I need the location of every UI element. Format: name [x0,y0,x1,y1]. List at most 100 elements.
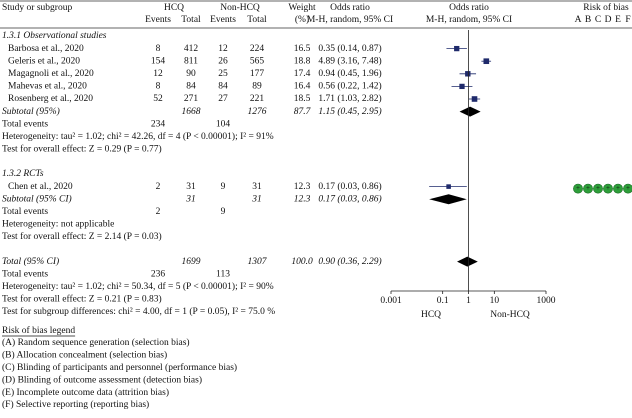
subtotal-label: Subtotal (95%) [2,106,60,117]
header: Events [145,15,171,25]
cell: 84 [186,82,196,92]
study-name: Mahevas et al., 2020 [8,82,87,92]
cell: 177 [250,69,265,79]
study-marker [483,58,490,65]
cell: 27 [218,94,228,104]
cell: 154 [151,56,166,66]
rob-legend-item: (C) Blinding of participants and personn… [2,362,237,373]
rob-circle [573,183,583,194]
cell: 100.0 [291,257,313,267]
rob-legend-item: (B) Allocation concealment (selection bi… [2,350,167,361]
cell: 16.5 [294,44,311,54]
header: Total [181,15,201,25]
study-marker [459,83,465,90]
cell: 18.5 [294,94,311,104]
cell: 84 [218,82,228,92]
cell: 8 [156,82,161,92]
cell: 8 [156,44,161,54]
x-tick-label: 0.1 [437,296,449,306]
cell: 4.89 (3.16, 7.48) [318,55,381,66]
rob-circle [613,183,623,194]
rob-judgement: + [606,184,610,192]
rob-judgement: + [626,184,630,192]
cell: 17.4 [294,69,311,79]
cell: 2 [156,207,161,217]
header: Odds ratio [330,3,370,13]
cell: 565 [250,56,265,66]
cell: 12.3 [294,182,311,192]
favours-label: HCQ [421,310,441,320]
x-tick-label: 0.001 [380,296,402,306]
cell: 811 [184,56,198,66]
header: M-H, random, 95% CI [426,15,512,25]
summary-diamond [429,194,467,205]
rob-legend-title: Risk of bias legend [2,325,75,336]
cell: 31 [251,194,262,204]
events-label: Total events [2,119,48,129]
cell: 113 [216,269,230,279]
study-name: Geleris et al., 2020 [8,56,80,66]
cell: 31 [252,182,262,192]
cell: 1307 [248,257,268,267]
header: Odds ratio [449,3,489,13]
subtotal-label: Subtotal (95% CI) [2,193,72,204]
rob-legend-item: (D) Blinding of outcome assessment (dete… [2,374,202,385]
subgroup-title: 1.3.2 RCTs [2,169,44,179]
rob-domain: D [605,15,612,25]
cell: 12.3 [294,194,311,204]
rob-judgement: + [596,184,600,192]
cell: 221 [250,94,265,104]
subgroup-test: Test for subgroup differences: chi² = 4.… [2,306,275,317]
cell: 2 [156,182,161,192]
cell: 0.35 (0.14, 0.87) [318,43,381,54]
cell: 18.8 [294,56,311,66]
rob-circle [603,183,613,194]
cell: 26 [218,56,228,66]
rob-circle [623,183,632,194]
header: (%) [295,14,309,25]
rob-circle [583,183,593,194]
study-name: Barbosa et al., 2020 [8,44,84,54]
cell: 234 [151,119,166,129]
study-marker [471,96,478,102]
rob-domain: C [595,15,601,25]
cell: 16.4 [294,82,311,92]
header: Events [210,15,236,25]
cell: 1276 [248,107,267,117]
rob-judgement: + [586,184,590,192]
cell: 236 [151,269,166,279]
cell: 1.15 (0.45, 2.95) [318,106,381,117]
cell: 1699 [182,257,201,267]
heterogeneity: Heterogeneity: tau² = 1.02; chi² = 42.26… [2,131,274,142]
rob-judgement: + [616,184,620,192]
cell: 89 [252,82,262,92]
cell: 12 [218,44,228,54]
rob-circle [593,183,603,194]
rob-domain: E [615,15,621,25]
cell: 9 [221,182,226,192]
rob-domain: F [625,15,630,25]
subtotal-label: Total (95% CI) [2,256,59,267]
study-name: Rosenberg et al., 2020 [8,94,93,104]
study-marker [465,71,471,77]
cell: 1.71 (1.03, 2.82) [318,93,381,104]
x-tick-label: 1 [466,296,471,306]
header: M-H, random, 95% CI [307,15,393,25]
cell: 87.7 [294,107,312,117]
cell: 25 [218,69,228,79]
favours-label: Non-HCQ [490,310,530,320]
header: Study or subgroup [2,3,72,13]
cell: 412 [184,44,199,54]
cell: 90 [186,69,196,79]
cell: 9 [221,207,226,217]
overall-test: Test for overall effect: Z = 0.29 (P = 0… [2,144,162,155]
cell: 31 [185,194,196,204]
study-marker [454,45,460,52]
overall-test: Test for overall effect: Z = 2.14 (P = 0… [2,231,162,242]
cell: 0.90 (0.36, 2.29) [318,256,381,267]
header: Risk of bias [583,2,629,13]
cell: 0.17 (0.03, 0.86) [318,181,381,192]
cell: 0.94 (0.45, 1.96) [318,68,381,79]
events-label: Total events [2,269,48,279]
